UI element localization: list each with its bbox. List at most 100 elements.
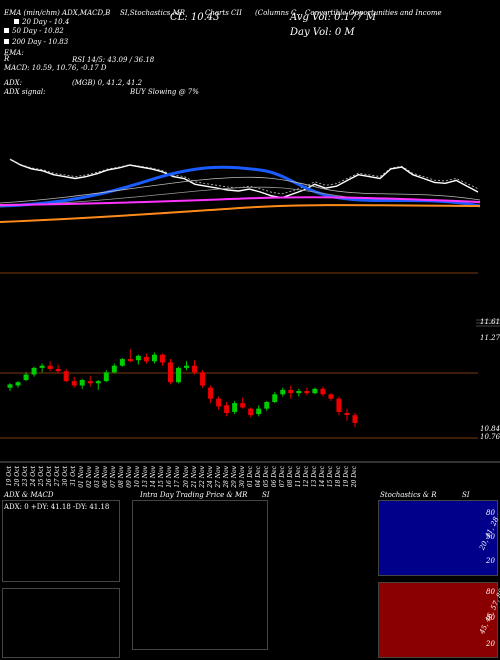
mr-level-80: 80 — [486, 588, 495, 596]
adx-panel — [2, 500, 120, 582]
x-tick-label: 08 Dec — [286, 466, 294, 488]
candle-body — [111, 365, 117, 373]
x-tick-label: 14 Dec — [318, 466, 326, 488]
mr-level-20: 20 — [486, 640, 495, 648]
candle-body — [7, 384, 13, 388]
stoch-panel-title: Stochastics & R — [380, 491, 437, 499]
candle-body — [224, 405, 230, 413]
candle-body — [192, 365, 198, 373]
x-tick-label: 27 Nov — [214, 466, 222, 488]
x-tick-label: 12 Dec — [302, 466, 310, 488]
x-tick-label: 30 Oct — [62, 466, 70, 487]
ema-grey-line — [0, 176, 481, 204]
candle-body — [103, 372, 109, 382]
candle-body — [184, 365, 190, 368]
stoch-si: SI — [462, 491, 470, 499]
x-tick-label: 20 Nov — [182, 466, 190, 488]
candle-body — [216, 398, 222, 407]
candle-body — [320, 388, 326, 395]
x-tick-label: 06 Nov — [102, 466, 110, 488]
x-tick-label: 07 Dec — [278, 466, 286, 488]
candle-body — [256, 408, 262, 415]
intraday-panel-title: Intra Day Trading Price & MR — [140, 491, 248, 499]
x-tick-label: 15 Nov — [158, 466, 166, 488]
x-tick-label: 07 Nov — [110, 466, 118, 488]
stoch-label: SI,Stochastics,MR — [120, 9, 186, 17]
candle-body — [135, 355, 141, 361]
candle-body — [280, 389, 286, 395]
x-tick-label: 23 Oct — [22, 466, 30, 487]
ema50-label: 50 Day - 10.82 — [4, 27, 64, 35]
candle-body — [151, 354, 157, 362]
x-tick-label: 02 Nov — [86, 466, 94, 488]
candle-body — [15, 382, 21, 386]
x-tick-label: 26 Oct — [46, 466, 54, 487]
candle-body — [31, 367, 37, 375]
x-tick-label: 14 Nov — [150, 466, 158, 488]
ema-white-line — [9, 158, 479, 199]
candle-body — [304, 391, 310, 394]
avg-volume: Avg Vol: 0.177 M — [290, 12, 377, 23]
candle-body — [272, 394, 278, 402]
candle-body — [143, 356, 149, 362]
candle-body — [119, 359, 125, 366]
candle-body — [296, 391, 302, 394]
intraday-si: SI — [262, 491, 270, 499]
x-tick-label: 19 Dec — [342, 466, 350, 488]
x-tick-label: 05 Dec — [262, 466, 270, 488]
x-tick-label: 17 Nov — [174, 466, 182, 488]
candle-body — [39, 365, 45, 368]
x-tick-label: 04 Dec — [254, 466, 262, 488]
price-label-top: 11.61 — [480, 318, 500, 326]
candle-body — [127, 359, 133, 362]
adx-panel-title: ADX & MACD — [4, 491, 54, 499]
candle-body — [344, 413, 350, 415]
ema-orange-line — [0, 204, 481, 223]
candle-body — [248, 408, 254, 416]
candle-body — [352, 415, 358, 423]
mgb-readout: (MGB) 0, 41.2, 41.2 — [72, 79, 143, 87]
x-tick-label: 08 Nov — [118, 466, 126, 488]
ema-dotted-line — [9, 159, 479, 195]
candle-body — [167, 362, 173, 383]
x-tick-label: 29 Nov — [230, 466, 238, 488]
x-tick-label: 01 Dec — [246, 466, 254, 488]
price-label-low2: 10.76 — [480, 433, 500, 441]
adx-panel-readout: ADX: 0 +DY: 41.18 -DY: 41.18 — [4, 503, 110, 511]
candle-body — [87, 381, 93, 384]
x-tick-label: 06 Dec — [270, 466, 278, 488]
ema200-label: 200 Day - 10.83 — [4, 38, 68, 46]
candle-body — [328, 394, 334, 399]
x-tick-label: 21 Nov — [190, 466, 198, 488]
x-tick-label: 27 Oct — [54, 466, 62, 487]
x-tick-label: 13 Nov — [142, 466, 150, 488]
x-tick-label: 11 Dec — [294, 466, 302, 488]
main-chart — [0, 158, 500, 463]
x-tick-label: 24 Nov — [206, 466, 214, 488]
intraday-panel — [132, 500, 268, 650]
r-label: R — [4, 55, 10, 63]
candle-body — [63, 371, 69, 382]
x-tick-label: 09 Nov — [126, 466, 134, 488]
x-tick-label: 03 Nov — [94, 466, 102, 488]
x-tick-label: 22 Nov — [198, 466, 206, 488]
x-tick-label: 18 Dec — [334, 466, 342, 488]
x-tick-label: 25 Oct — [38, 466, 46, 487]
stoch-level-80: 80 — [486, 509, 495, 517]
ema-blue-line — [0, 165, 481, 208]
candle-body — [208, 387, 214, 399]
adx-readout: ADX: — [4, 79, 23, 87]
x-tick-label: 20 Dec — [351, 466, 358, 488]
close-label: CL: 10.43 — [170, 12, 220, 23]
ema-extra: EMA: — [4, 49, 24, 57]
candle-body — [79, 380, 85, 386]
mr-panel — [378, 582, 498, 658]
x-tick-label: 15 Dec — [326, 466, 334, 488]
candle-body — [312, 388, 318, 394]
macd-readout: MACD: 10.59, 10.76, -0.17 D — [4, 64, 107, 72]
day-volume: Day Vol: 0 M — [290, 27, 355, 38]
candle-body — [159, 354, 165, 363]
buy-signal: BUY Slowing @ 7% — [130, 88, 199, 96]
candle-body — [71, 381, 77, 386]
mr-level-50: 50 — [486, 614, 495, 622]
